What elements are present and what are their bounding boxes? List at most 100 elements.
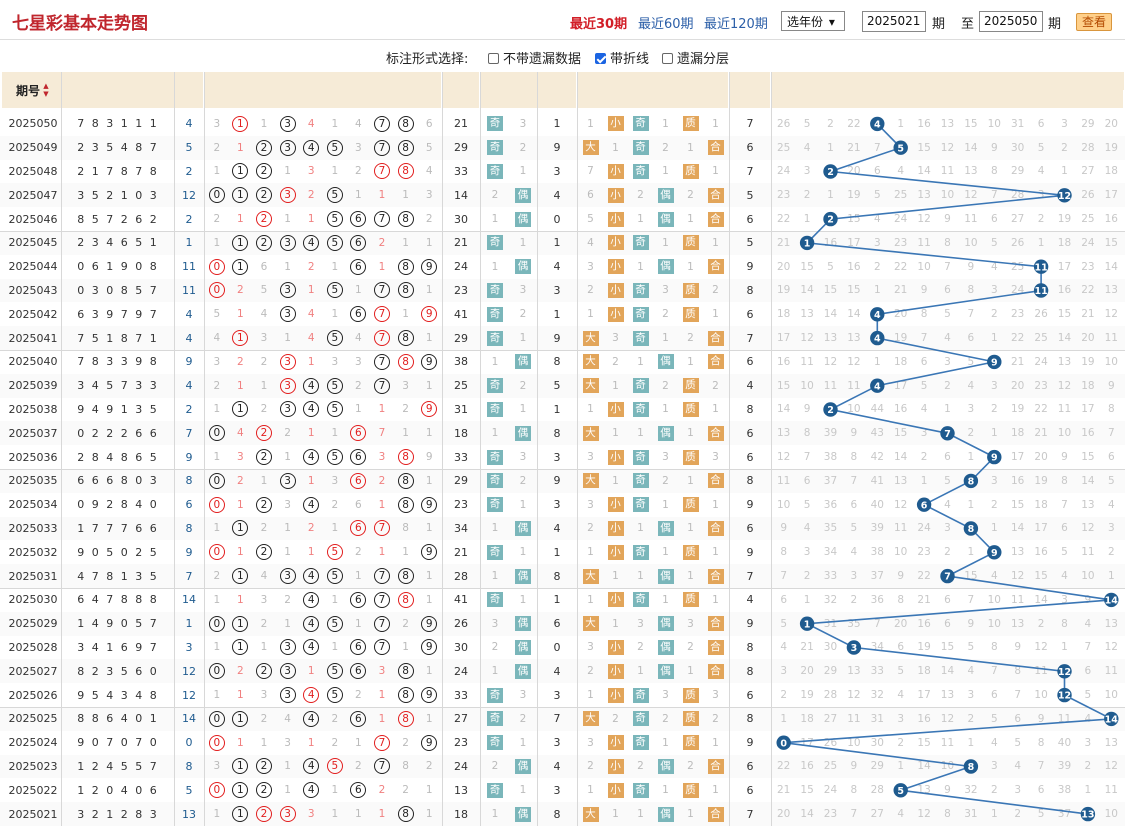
- checkbox-layer[interactable]: [662, 53, 673, 64]
- form-miss: 1: [687, 213, 694, 226]
- dist-cell: 1: [323, 302, 347, 326]
- back-trend-miss: 24: [894, 213, 908, 226]
- form-miss: 1: [612, 570, 619, 583]
- dist-miss: 1: [378, 260, 386, 273]
- back-trend-miss: 14: [894, 451, 908, 464]
- dist-ball: 3: [279, 115, 296, 132]
- back-trend-ball-label: 2: [827, 167, 834, 178]
- back-trend-miss: 7: [944, 260, 951, 273]
- dist-ball: 3: [279, 353, 296, 370]
- dist-ball: 7: [373, 568, 390, 585]
- back-trend-ball-label: 5: [897, 786, 904, 797]
- back-trend-cell: 15: [819, 279, 842, 303]
- dist-cell: 8: [394, 564, 418, 588]
- tail-cell: 8: [553, 426, 561, 440]
- dist-cell: 4: [252, 302, 276, 326]
- period-cell: 2025043: [8, 283, 58, 297]
- back-trend-miss: 5: [873, 189, 881, 202]
- form-cell: 质: [678, 302, 703, 326]
- form-miss: 3: [587, 498, 594, 511]
- back-number: 4: [185, 307, 193, 321]
- back-trend-miss: 3: [990, 284, 998, 297]
- dist-miss: 9: [425, 451, 433, 464]
- form-sub-header: [653, 90, 678, 108]
- back-trend-ball: 7: [940, 568, 955, 584]
- back-trend-miss: 5: [850, 522, 858, 535]
- checkbox-no-miss[interactable]: [488, 53, 499, 64]
- view-button[interactable]: 查看: [1076, 13, 1112, 31]
- dist-ball: 4: [303, 591, 320, 608]
- dist-cell: 1: [323, 160, 347, 184]
- dist-ball: 8: [397, 258, 414, 275]
- back-trend-cell: 19: [1006, 398, 1029, 422]
- option-no-miss[interactable]: 不带遗漏数据: [488, 48, 581, 67]
- row-background: [0, 516, 1125, 541]
- back-trend-cell: 26: [772, 112, 795, 136]
- parity-cell: 1: [481, 564, 509, 588]
- form-cell: 3: [703, 445, 728, 469]
- parity-tag: 偶: [515, 425, 531, 441]
- back-trend-miss: 15: [894, 427, 908, 440]
- dist-cell: 2: [252, 231, 276, 255]
- form-tag: 奇: [632, 378, 649, 394]
- span-cell: 6: [746, 450, 754, 464]
- dist-cell: 1: [276, 326, 300, 350]
- option-line[interactable]: 带折线: [595, 48, 649, 67]
- dist-ball: 8: [397, 449, 414, 466]
- span-cell: 5: [746, 188, 754, 202]
- form-tag: 奇: [632, 592, 649, 608]
- form-cell: 1: [603, 374, 628, 398]
- back-trend-ball-label: 8: [968, 762, 975, 773]
- back-trend-ball: 12: [1057, 664, 1072, 679]
- period-cell: 2025050: [8, 117, 58, 131]
- back-trend-cell: 25: [772, 136, 795, 160]
- form-cell: 小: [603, 231, 628, 255]
- back-number: 11: [182, 260, 196, 274]
- period-header-label[interactable]: 期号: [15, 83, 40, 98]
- parity-cell: 1: [509, 588, 537, 612]
- parity-cell: 1: [481, 207, 509, 231]
- dist-ball: 0: [208, 472, 225, 489]
- checkbox-line[interactable]: [595, 53, 606, 64]
- year-select[interactable]: 选年份 ▾: [781, 11, 845, 31]
- dist-ball: 6: [350, 449, 367, 466]
- back-trend-ball: 14: [1104, 711, 1119, 727]
- back-trend-cell: 20: [1029, 445, 1052, 469]
- form-miss: 2: [687, 189, 694, 202]
- form-cell: 小: [603, 207, 628, 231]
- back-trend-miss: 6: [944, 284, 951, 297]
- dist-cell: 1: [417, 279, 441, 303]
- back-trend-miss: 16: [1081, 427, 1095, 440]
- dist-ball: 3: [279, 234, 296, 251]
- dist-cell: 5: [323, 445, 347, 469]
- back-trend-cell: 16: [912, 112, 935, 136]
- parity-miss: 3: [519, 117, 527, 130]
- recent-60-link[interactable]: 最近60期: [638, 17, 694, 32]
- back-trend-miss: 10: [894, 546, 908, 559]
- back-trend-ball-label: 7: [944, 429, 951, 440]
- back-trend-cell: 12: [1006, 564, 1029, 588]
- dist-cell: 7: [370, 350, 394, 374]
- parity-cell: 奇: [481, 374, 509, 398]
- back-trend-miss: 13: [847, 332, 861, 345]
- back-trend-miss: 12: [940, 141, 955, 154]
- period-to-input[interactable]: 2025050: [979, 11, 1043, 32]
- form-cell: 奇: [628, 279, 653, 303]
- back-trend-miss: 21: [917, 593, 931, 606]
- dist-miss: 1: [307, 355, 315, 368]
- recent-120-link[interactable]: 最近120期: [704, 17, 768, 32]
- form-tag: 小: [607, 282, 624, 298]
- option-layer[interactable]: 遗漏分层: [662, 48, 729, 67]
- dist-cell: 2: [252, 540, 276, 564]
- recent-30-link[interactable]: 最近30期: [570, 17, 628, 32]
- period-from-input[interactable]: 2025021: [862, 11, 926, 32]
- back-number: 12: [182, 188, 196, 202]
- dist-cell: 1: [299, 540, 323, 564]
- sort-icon[interactable]: ▲▼: [42, 82, 50, 98]
- dist-cell: 1: [417, 231, 441, 255]
- back-trend-miss: 8: [850, 451, 858, 464]
- back-trend-cell: 38: [866, 540, 889, 564]
- dist-cell: 1: [417, 517, 441, 541]
- back-trend-cell: 5: [866, 183, 889, 207]
- back-trend-cell: 1: [819, 136, 842, 160]
